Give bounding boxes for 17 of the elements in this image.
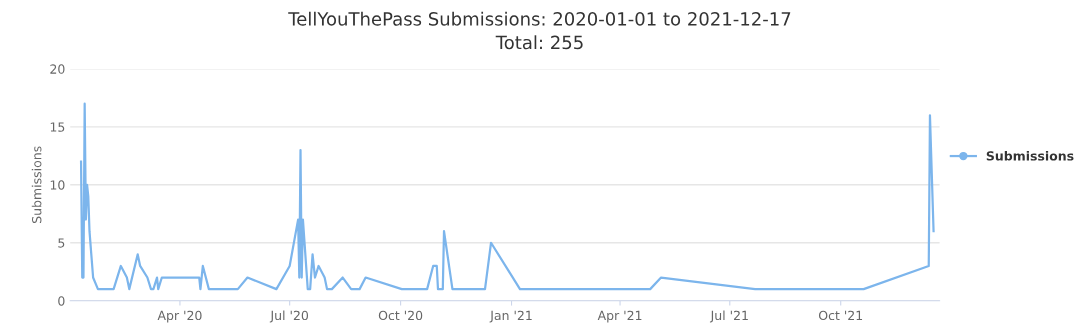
y-axis-title: Submissions <box>31 146 42 223</box>
legend-label: Submissions <box>986 150 1074 161</box>
y-tick-label: 0 <box>58 296 65 306</box>
x-tick-label: Apr '20 <box>157 310 202 323</box>
y-tick-label: 10 <box>50 180 65 190</box>
x-tick-label: Jul '21 <box>709 310 748 323</box>
y-tick-label: 20 <box>50 64 65 74</box>
chart-subtitle: Total: 255 <box>495 35 583 50</box>
y-tick-label: 5 <box>58 238 65 248</box>
y-tick-label: 15 <box>50 122 65 132</box>
line-series <box>79 102 935 291</box>
x-tick-label: Jan '21 <box>489 310 532 323</box>
x-tick-label: Oct '20 <box>378 310 423 321</box>
chart-title: TellYouThePass Submissions: 2020-01-01 to 2021-12-17 <box>288 11 791 26</box>
x-tick-label: Jul '20 <box>269 310 309 323</box>
x-tick-label: Apr '21 <box>597 310 642 323</box>
x-tick-label: Oct '21 <box>818 310 863 321</box>
